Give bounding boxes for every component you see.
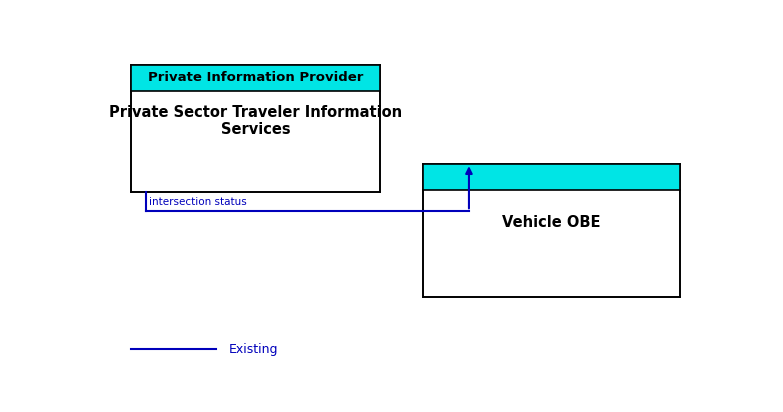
Bar — [132, 65, 380, 192]
Text: Private Sector Traveler Information
Services: Private Sector Traveler Information Serv… — [109, 105, 402, 137]
Text: Vehicle OBE: Vehicle OBE — [502, 215, 601, 230]
Bar — [423, 164, 680, 297]
Text: Existing: Existing — [229, 343, 278, 356]
Text: intersection status: intersection status — [150, 197, 247, 207]
Bar — [132, 65, 380, 91]
Text: Private Information Provider: Private Information Provider — [148, 72, 363, 84]
Bar — [423, 164, 680, 190]
